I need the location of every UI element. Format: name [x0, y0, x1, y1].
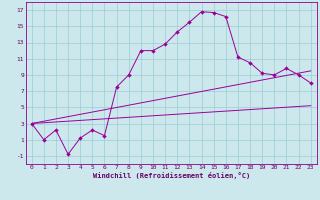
- X-axis label: Windchill (Refroidissement éolien,°C): Windchill (Refroidissement éolien,°C): [92, 172, 250, 179]
